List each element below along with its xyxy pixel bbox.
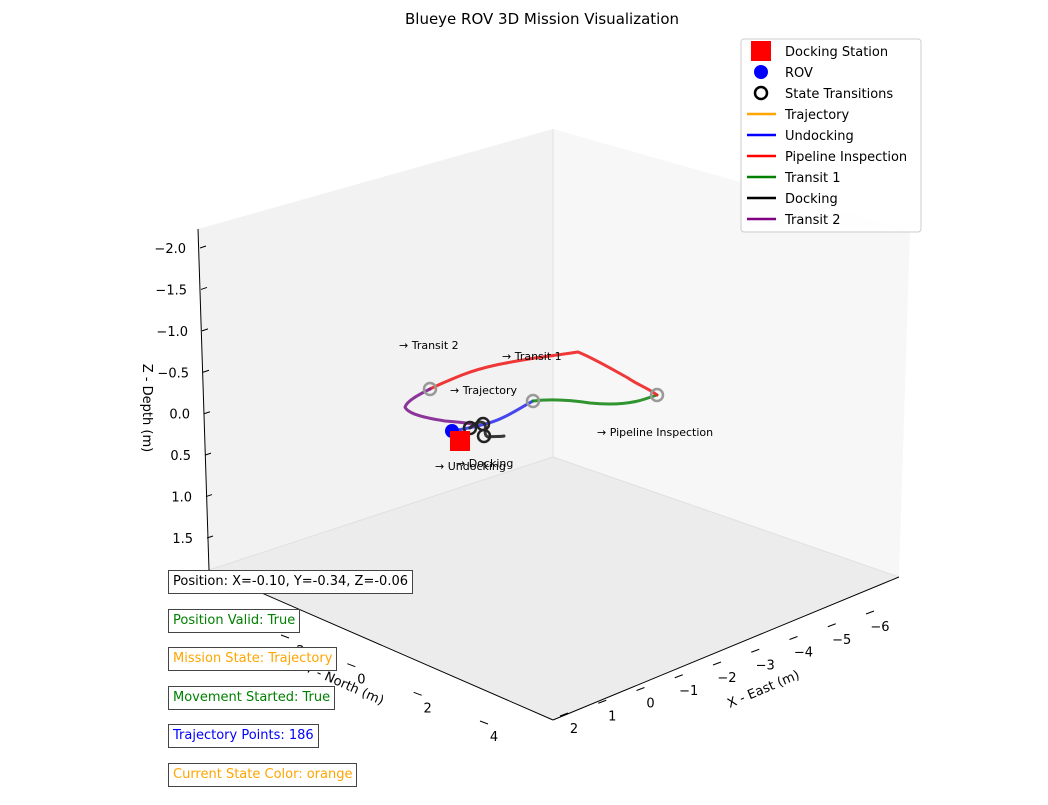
legend-item: Trajectory <box>747 108 849 123</box>
status-trajectory-points: Trajectory Points: 186 <box>168 724 319 748</box>
x-axis-tick-label: −3 <box>756 658 775 673</box>
z-axis-tick <box>200 286 208 290</box>
y-axis-tick <box>347 663 356 668</box>
x-axis-tick <box>712 661 722 666</box>
x-axis-tick <box>827 623 836 628</box>
x-axis-tick-label: 1 <box>608 709 616 724</box>
x-axis-tick-label: −4 <box>794 646 813 661</box>
legend-item: Transit 1 <box>747 171 840 186</box>
state-transition-marker <box>649 387 665 403</box>
x-axis-tick-label: −5 <box>832 633 851 648</box>
legend-item: State Transitions <box>753 85 893 102</box>
legend: Docking Station ROV State Transitions Traje… <box>740 38 922 233</box>
status-mission-state: Mission State: Trajectory <box>168 647 338 671</box>
z-axis-tick-label: 1.5 <box>172 532 193 547</box>
state-transition-marker <box>525 393 541 409</box>
x-axis-tick-label: −6 <box>870 620 889 635</box>
x-axis-tick-label: 2 <box>570 722 578 737</box>
annotation-trajectory: → Trajectory <box>450 384 518 397</box>
segment-transit-2 <box>403 387 474 426</box>
x-axis-tick-label: −1 <box>679 684 698 699</box>
legend-dot-marker <box>754 65 768 79</box>
segment-undocking <box>450 399 535 433</box>
legend-label: Undocking <box>785 129 854 144</box>
z-axis-tick <box>199 245 207 249</box>
pane-floor <box>209 457 899 720</box>
pane-back-right <box>553 129 910 577</box>
y-axis-tick <box>413 691 422 696</box>
legend-label: ROV <box>785 66 813 81</box>
docking-station-marker <box>450 431 470 451</box>
x-axis-tick <box>598 699 607 704</box>
z-axis-tick-label: −0.5 <box>157 366 189 381</box>
y-axis-line <box>208 569 554 721</box>
y-axis-tick-label: 4 <box>490 730 498 745</box>
z-axis-tick-label: 0.5 <box>170 449 191 464</box>
legend-item: Docking Station <box>751 41 888 61</box>
segment-transit-1 <box>531 393 659 406</box>
z-axis-tick-label: −2.0 <box>154 242 186 257</box>
legend-label: Trajectory <box>784 108 849 123</box>
legend-label: Docking <box>785 192 838 207</box>
z-axis-tick <box>201 328 209 332</box>
x-axis-tick <box>865 610 875 615</box>
z-axis-tick <box>206 535 214 539</box>
z-axis-tick <box>202 369 210 373</box>
x-axis-tick <box>674 674 683 679</box>
x-axis-tick <box>789 636 798 640</box>
x-axis-tick <box>559 712 569 717</box>
status-current-state-color: Current State Color: orange <box>168 763 358 787</box>
status-movement-started: Movement Started: True <box>168 686 336 710</box>
legend-item: ROV <box>754 65 813 81</box>
y-axis-tick-label: 2 <box>424 701 432 716</box>
annotation-transit-1: → Transit 1 <box>502 350 562 363</box>
x-axis-line <box>552 576 900 721</box>
state-transition-marker <box>422 381 438 397</box>
legend-item: Transit 2 <box>747 213 840 228</box>
chart-title: Blueye ROV 3D Mission Visualization <box>405 10 679 28</box>
z-axis-tick <box>203 411 211 415</box>
z-axis-tick-label: 0.0 <box>169 408 190 423</box>
y-axis-tick <box>280 634 290 639</box>
legend-label: Docking Station <box>785 45 888 60</box>
legend-label: Pipeline Inspection <box>785 150 907 165</box>
legend-label: State Transitions <box>785 87 893 102</box>
x-axis-tick-label: −2 <box>717 671 736 686</box>
x-axis-tick <box>751 648 760 653</box>
y-axis-tick-label: 0 <box>357 673 365 688</box>
status-position: Position: X=-0.10, Y=-0.34, Z=-0.06 <box>168 570 413 594</box>
z-axis-tick-label: −1.0 <box>156 325 188 340</box>
legend-item: Docking <box>747 192 838 207</box>
state-transition-marker <box>476 428 492 444</box>
legend-item: Undocking <box>747 129 854 144</box>
status-position-valid: Position Valid: True <box>168 609 301 633</box>
legend-ring-marker <box>753 85 769 101</box>
legend-label: Transit 1 <box>784 171 840 186</box>
z-axis-tick-label: −1.5 <box>155 283 187 298</box>
annotation-transit-2: → Transit 2 <box>399 339 459 352</box>
z-axis-tick-label: 1.0 <box>171 491 192 506</box>
annotation-undocking: → Undocking <box>435 460 506 473</box>
z-axis-tick <box>205 494 213 498</box>
x-axis-tick-label: 0 <box>646 697 654 712</box>
pane-back-left <box>198 129 553 570</box>
x-axis-label: X - East (m) <box>725 668 802 712</box>
annotation-docking: → Docking <box>456 457 513 470</box>
x-axis-tick <box>636 687 645 691</box>
z-axis-line <box>197 228 210 571</box>
legend-label: Transit 2 <box>784 213 840 228</box>
segment-pipeline-inspection <box>428 350 659 397</box>
y-axis-tick <box>479 720 489 725</box>
z-axis-tick <box>204 452 212 456</box>
legend-item: Pipeline Inspection <box>747 150 907 165</box>
legend-square-marker <box>751 41 771 61</box>
annotation-pipeline-inspection: → Pipeline Inspection <box>597 426 713 439</box>
z-axis-label: Z - Depth (m) <box>139 364 154 452</box>
